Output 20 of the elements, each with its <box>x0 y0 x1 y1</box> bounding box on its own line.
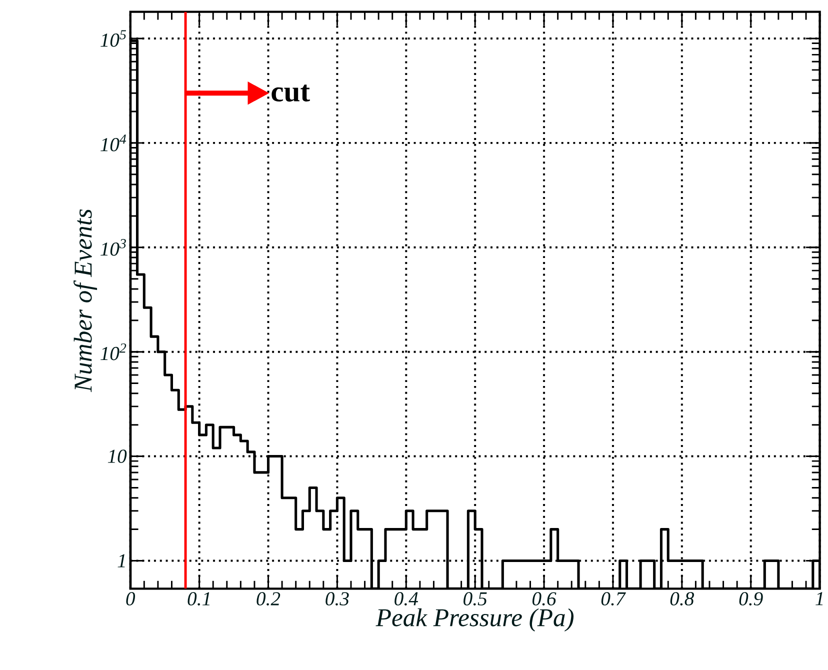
x-axis-title: Peak Pressure (Pa) <box>376 608 574 632</box>
x-tick-label: 0.2 <box>256 592 280 606</box>
y-tick-label: 10$^{4}$ <box>100 134 126 152</box>
y-tick-label: 10$^{3}$ <box>100 239 126 256</box>
x-tick-label: 0.3 <box>326 592 349 606</box>
x-tick-label: 0.8 <box>670 592 694 606</box>
x-tick-label: 0.4 <box>394 592 418 606</box>
ref-line-label: cut <box>272 84 310 102</box>
x-tick-label: 0.1 <box>188 592 210 606</box>
x-tick-label: 0.7 <box>601 592 626 606</box>
y-tick-label: 1 <box>118 554 125 568</box>
y-tick-label: 10$^{2}$ <box>100 344 126 360</box>
x-tick-label: 0.6 <box>532 592 556 606</box>
y-tick-label: 10 <box>108 450 127 464</box>
y-tick-label: 10$^{5}$ <box>100 30 126 47</box>
y-axis-title: Number of Events <box>74 210 98 392</box>
x-tick-label: 0.5 <box>464 592 487 606</box>
x-tick-label: 0.9 <box>739 592 763 606</box>
x-tick-label: 1 <box>816 592 823 606</box>
x-tick-label: 0 <box>126 592 136 606</box>
